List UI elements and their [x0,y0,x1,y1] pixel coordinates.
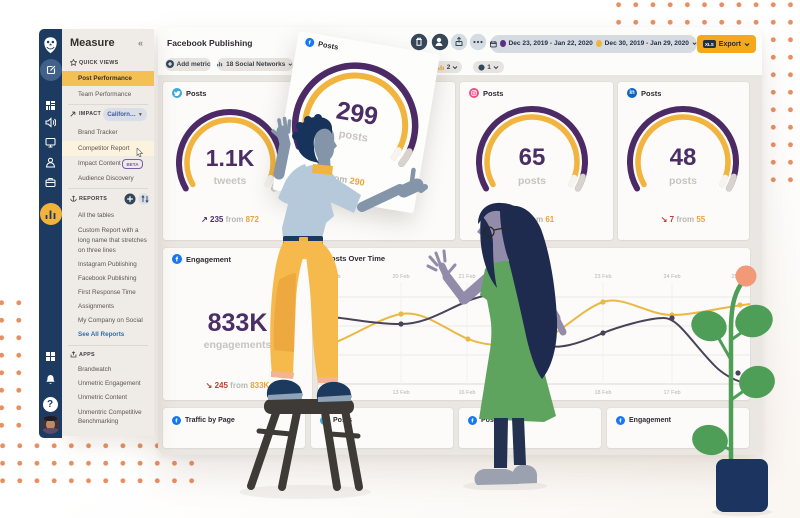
svg-text:24 Feb: 24 Feb [663,274,680,280]
svg-text:16 Feb: 16 Feb [458,390,475,396]
svg-text:20 Feb: 20 Feb [392,274,409,280]
svg-text:21 Feb: 21 Feb [458,274,475,280]
svg-text:23 Feb: 23 Feb [594,274,611,280]
svg-text:17 Feb: 17 Feb [663,390,680,396]
svg-text:18 Feb: 18 Feb [594,390,611,396]
svg-text:13 Feb: 13 Feb [392,390,409,396]
